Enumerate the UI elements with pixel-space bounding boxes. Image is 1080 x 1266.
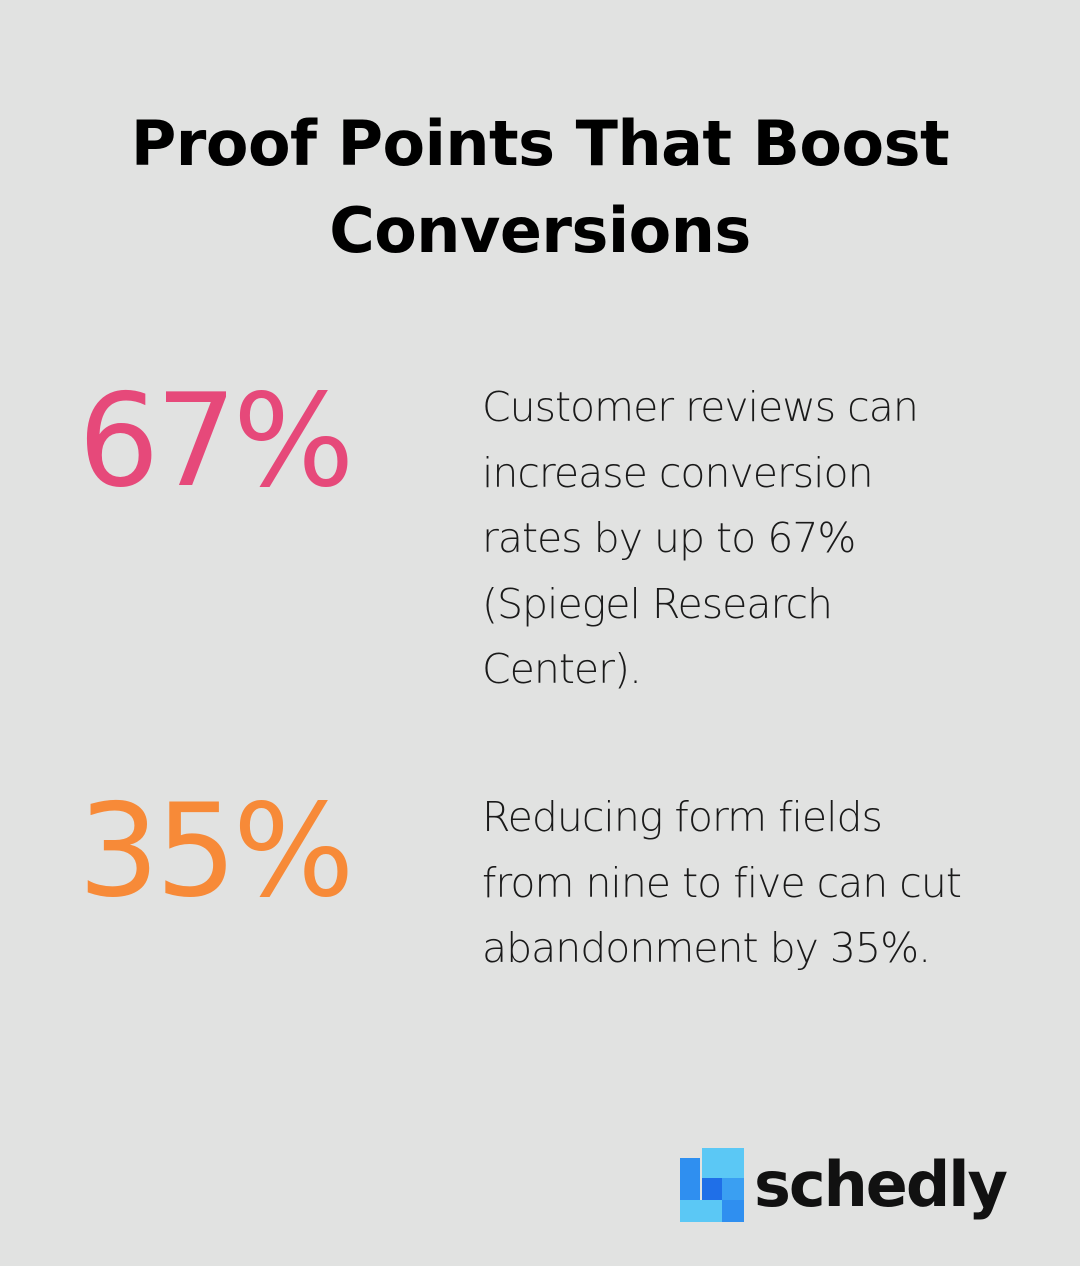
schedly-logo-icon xyxy=(680,1148,744,1222)
stat-value-reviews: 67% xyxy=(78,367,355,516)
brand-name: schedly xyxy=(754,1148,1008,1221)
page-title: Proof Points That Boost Conversions xyxy=(130,107,950,267)
stat-description-form-fields: Reducing form fields from nine to five c… xyxy=(482,793,962,972)
stat-value-form-fields: 35% xyxy=(78,777,355,926)
stat-description-reviews: Customer reviews can increase conversion… xyxy=(482,383,919,693)
brand-logo: schedly xyxy=(680,1148,1008,1222)
